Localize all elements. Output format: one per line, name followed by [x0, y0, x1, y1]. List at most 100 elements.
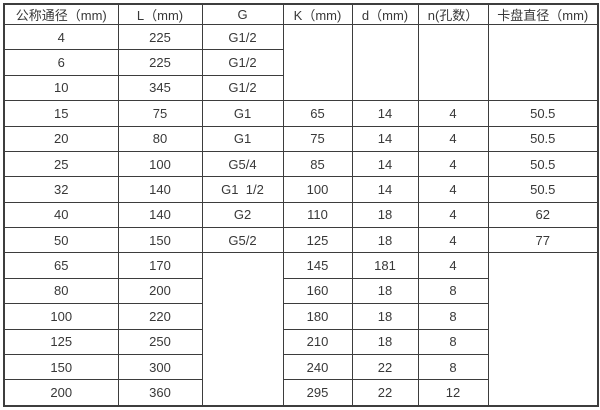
cell-dn: 65	[3, 252, 119, 279]
cell-d: 18	[351, 328, 419, 355]
header-nominal-diameter: 公称通径（mm)	[3, 3, 119, 25]
cell-n: 4	[417, 201, 489, 229]
cell-k: 160	[282, 277, 353, 305]
cell-n: 4	[417, 176, 489, 203]
cell-d: 181	[351, 252, 419, 279]
cell-l: 220	[117, 303, 203, 330]
table-row: 200 360 295 22 12	[3, 379, 598, 407]
cell-l: 225	[117, 23, 203, 51]
table-row: 25 100 G5/4 85 14 4 50.5	[3, 150, 599, 178]
cell-l: 300	[117, 353, 203, 381]
cell-l: 345	[117, 74, 203, 102]
cell-l: 200	[117, 277, 203, 305]
header-hole-count-n: n(孔数）	[417, 3, 489, 25]
cell-chuck: 50.5	[487, 100, 599, 127]
cell-d: 18	[351, 277, 419, 305]
cell-g: G2	[201, 201, 284, 229]
cell-l: 100	[117, 150, 203, 178]
cell-d: 18	[351, 226, 419, 254]
merged-empty-cell-chuck	[487, 23, 599, 102]
cell-dn: 80	[3, 277, 119, 305]
cell-k: 240	[282, 353, 353, 381]
cell-n: 8	[417, 303, 489, 330]
cell-chuck: 50.5	[487, 150, 599, 178]
cell-l: 150	[117, 226, 203, 254]
cell-d: 14	[351, 150, 419, 178]
cell-dn: 125	[3, 328, 119, 355]
header-chuck-diameter: 卡盘直径（mm)	[487, 3, 599, 25]
table-row: 50 150 G5/2 125 18 4 77	[3, 226, 599, 254]
header-hole-diameter-d: d（mm)	[351, 3, 419, 25]
header-row: 公称通径（mm) L（mm) G K（mm) d（mm) n(孔数） 卡盘直径（…	[3, 3, 599, 25]
cell-k: 125	[282, 226, 353, 254]
header-bolt-circle-k: K（mm)	[282, 3, 353, 25]
table-row: 65 170 145 181 4	[3, 252, 599, 407]
cell-g: G5/2	[201, 226, 284, 254]
table-row: 15 75 G1 65 14 4 50.5	[3, 100, 599, 127]
cell-k: 65	[282, 100, 353, 127]
cell-l: 170	[117, 252, 203, 279]
merged-empty-cell-k	[282, 23, 353, 102]
merged-empty-cell-chuck	[487, 252, 599, 407]
cell-dn: 200	[3, 379, 119, 407]
cell-chuck: 62	[487, 201, 599, 229]
cell-k: 75	[282, 125, 353, 152]
cell-g: G1/2	[201, 74, 284, 102]
cell-d: 22	[351, 379, 419, 407]
cell-l: 80	[117, 125, 203, 152]
merged-empty-cell-d	[351, 23, 419, 102]
cell-chuck: 77	[487, 226, 599, 254]
cell-g: G1/2	[201, 49, 284, 76]
cell-n: 12	[417, 379, 489, 407]
cell-d: 14	[351, 176, 419, 203]
table-row: 40 140 G2 110 18 4 62	[3, 201, 599, 229]
table-row: 80 200 160 18 8	[3, 277, 598, 305]
cell-l: 140	[117, 176, 203, 203]
cell-d: 14	[351, 125, 419, 152]
cell-dn: 32	[3, 176, 119, 203]
cell-chuck: 50.5	[487, 125, 599, 152]
cell-k: 85	[282, 150, 353, 178]
cell-k: 145	[282, 252, 353, 279]
table-row: 150 300 240 22 8	[3, 353, 598, 381]
merged-empty-cell-n	[417, 23, 489, 102]
cell-n: 4	[417, 125, 489, 152]
cell-g: G1	[201, 100, 284, 127]
cell-d: 18	[351, 201, 419, 229]
merged-empty-cell-g	[201, 252, 284, 407]
cell-g: G1	[201, 125, 284, 152]
cell-dn: 15	[3, 100, 119, 127]
cell-dn: 50	[3, 226, 119, 254]
cell-dn: 4	[3, 23, 119, 51]
cell-n: 8	[417, 353, 489, 381]
header-thread-g: G	[201, 3, 284, 25]
cell-dn: 6	[3, 49, 119, 76]
cell-l: 360	[117, 379, 203, 407]
header-length-l: L（mm)	[117, 3, 203, 25]
cell-k: 180	[282, 303, 353, 330]
cell-g: G1 1/2	[201, 176, 284, 203]
cell-n: 4	[417, 252, 489, 279]
cell-k: 100	[282, 176, 353, 203]
table-row: 32 140 G1 1/2 100 14 4 50.5	[3, 176, 599, 203]
cell-k: 110	[282, 201, 353, 229]
cell-chuck: 50.5	[487, 176, 599, 203]
cell-n: 4	[417, 226, 489, 254]
cell-k: 210	[282, 328, 353, 355]
cell-dn: 25	[3, 150, 119, 178]
cell-g: G1/2	[201, 23, 284, 51]
cell-dn: 40	[3, 201, 119, 229]
cell-d: 14	[351, 100, 419, 127]
cell-n: 8	[417, 328, 489, 355]
pipe-dimension-table: 公称通径（mm) L（mm) G K（mm) d（mm) n(孔数） 卡盘直径（…	[3, 3, 599, 407]
cell-l: 140	[117, 201, 203, 229]
cell-d: 18	[351, 303, 419, 330]
cell-dn: 10	[3, 74, 119, 102]
cell-k: 295	[282, 379, 353, 407]
table-row: 4 225 G1/2	[3, 23, 599, 102]
cell-n: 4	[417, 150, 489, 178]
table-row: 6 225 G1/2	[3, 49, 598, 76]
cell-d: 22	[351, 353, 419, 381]
cell-n: 4	[417, 100, 489, 127]
